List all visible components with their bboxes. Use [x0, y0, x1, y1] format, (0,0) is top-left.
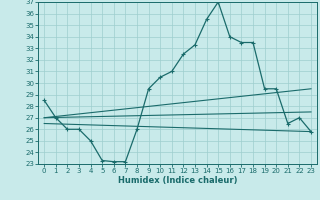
- X-axis label: Humidex (Indice chaleur): Humidex (Indice chaleur): [118, 176, 237, 185]
